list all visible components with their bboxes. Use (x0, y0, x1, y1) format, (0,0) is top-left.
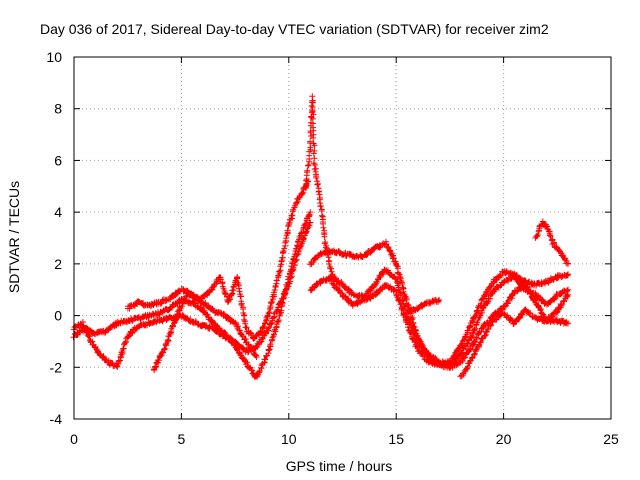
y-tick-label: -2 (50, 359, 63, 375)
plus-markers (307, 238, 572, 369)
axis-ticks: 0 5 10 15 20 25 -4 -2 0 2 4 6 8 10 (46, 49, 619, 447)
x-tick-label: 0 (70, 431, 78, 447)
y-tick-label: 2 (54, 256, 62, 272)
x-tick-label: 5 (178, 431, 186, 447)
plus-markers (307, 266, 572, 369)
series-3 (124, 286, 260, 360)
x-tick-label: 15 (388, 431, 404, 447)
data-series (70, 93, 572, 381)
x-tick-label: 25 (603, 431, 619, 447)
series-5 (307, 238, 572, 369)
series-9 (457, 306, 572, 380)
y-tick-label: 10 (46, 49, 62, 65)
plus-markers (457, 306, 572, 380)
plus-markers (532, 218, 572, 267)
series-8 (403, 296, 443, 316)
y-axis-label: SDTVAR / TECUs (6, 181, 22, 293)
series-7 (328, 278, 572, 372)
plus-markers (328, 278, 572, 372)
plot-frame (73, 56, 612, 420)
x-tick-label: 20 (496, 431, 512, 447)
plus-markers (302, 93, 337, 283)
y-tick-label: 8 (54, 101, 62, 117)
x-tick-label: 10 (281, 431, 297, 447)
y-tick-label: -4 (50, 411, 63, 427)
plus-markers (124, 286, 260, 360)
y-tick-label: 4 (54, 204, 62, 220)
series-10 (532, 218, 572, 267)
y-tick-label: 6 (54, 152, 62, 168)
series-4 (302, 93, 337, 283)
plus-markers (403, 296, 443, 316)
series-6 (307, 266, 572, 369)
y-tick-label: 0 (54, 308, 62, 324)
chart-title: Day 036 of 2017, Sidereal Day-to-day VTE… (40, 21, 549, 37)
x-axis-label: GPS time / hours (286, 458, 393, 474)
